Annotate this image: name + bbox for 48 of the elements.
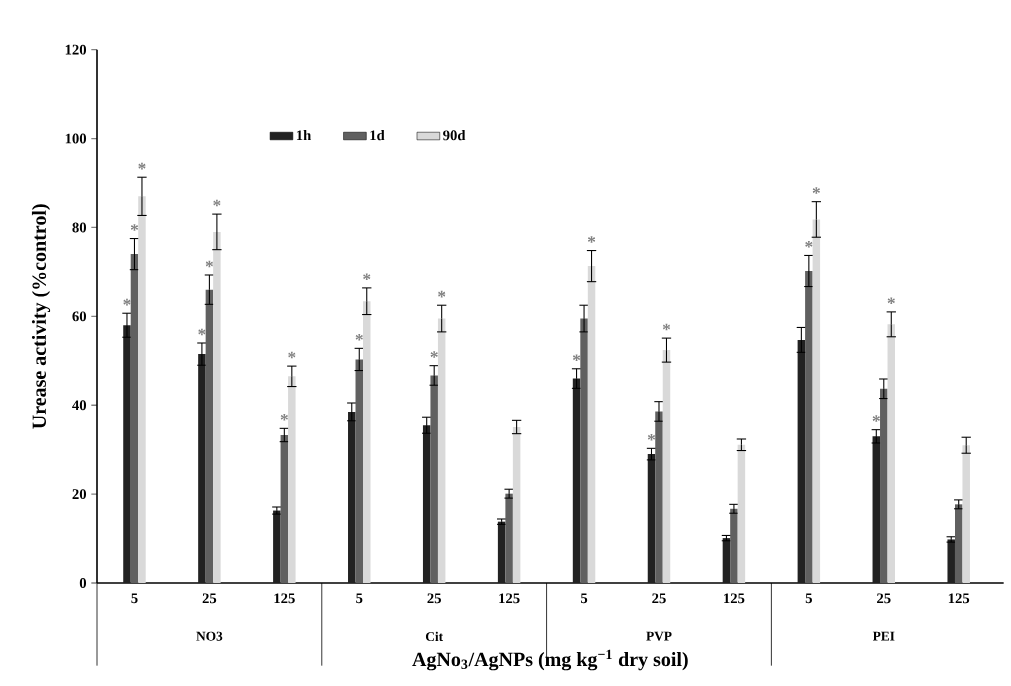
data-label: * xyxy=(872,415,880,422)
data-label: * xyxy=(812,187,820,194)
data-label: * xyxy=(198,328,206,336)
y-tick-label: 40 xyxy=(72,400,87,411)
text: PVP xyxy=(646,631,672,641)
legend-label: 90d xyxy=(443,129,466,141)
x-tick-label: 25 xyxy=(427,593,441,604)
y-axis-title: Urease activity (%control) xyxy=(31,204,51,429)
y-tick-label: 100 xyxy=(65,133,87,144)
x-tick-label: 25 xyxy=(202,593,217,604)
x-tick-label: 125 xyxy=(499,593,520,604)
text: PEI xyxy=(872,631,895,641)
data-label: * xyxy=(662,323,671,331)
data-label: * xyxy=(572,354,581,361)
data-label: * xyxy=(213,199,221,207)
data-label: * xyxy=(123,298,131,306)
data-label: * xyxy=(587,236,596,243)
text: Cit xyxy=(425,631,444,642)
y-tick-label: 0 xyxy=(79,578,87,588)
data-label: * xyxy=(205,260,214,268)
x-tick-label: 125 xyxy=(274,593,295,604)
data-label: * xyxy=(363,273,371,281)
x-tick-label: 125 xyxy=(724,593,745,604)
data-label: * xyxy=(130,224,139,231)
x-tick-label: 5 xyxy=(805,593,812,604)
data-label: * xyxy=(438,290,446,298)
x-tick-label: 5 xyxy=(131,593,138,604)
data-label: * xyxy=(430,351,438,358)
data-label: * xyxy=(887,297,895,305)
x-tick-label: 5 xyxy=(580,593,588,604)
data-label: * xyxy=(288,351,296,359)
x-tick-label: 5 xyxy=(356,593,363,604)
y-tick-label: 80 xyxy=(72,222,87,233)
y-tick-label: 20 xyxy=(72,489,87,500)
legend-label: 1h xyxy=(296,129,312,141)
x-tick-label: 125 xyxy=(948,593,970,604)
data-label: * xyxy=(138,162,146,170)
x-tick-label: 25 xyxy=(652,593,666,604)
text: NO3 xyxy=(196,631,223,641)
data-label: * xyxy=(280,413,288,421)
data-label: * xyxy=(647,433,656,441)
x-tick-label: 25 xyxy=(877,593,891,604)
y-tick-label: 120 xyxy=(65,44,87,55)
x-axis-title: AgNo$_{3}$/AgNPs (mg kg$^{−1}$ dry soil) xyxy=(412,649,688,671)
legend-label: 1d xyxy=(370,129,385,141)
y-tick-label: 60 xyxy=(72,311,87,322)
data-label: * xyxy=(805,241,813,248)
data-label: * xyxy=(355,333,363,341)
